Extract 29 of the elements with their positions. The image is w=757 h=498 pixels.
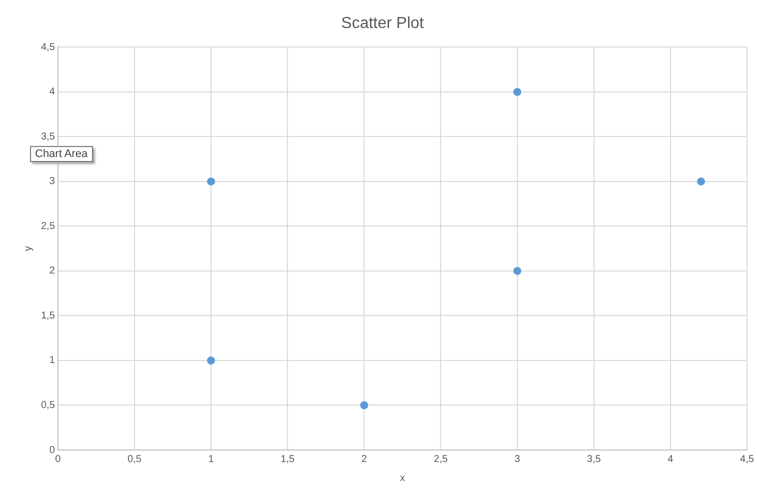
y-tick-label: 4	[49, 86, 56, 98]
x-tick-label: 1,5	[280, 454, 295, 465]
y-tick-label: 0	[49, 444, 56, 456]
y-tick-label: 1,5	[40, 310, 56, 322]
y-tick-label: 2	[49, 266, 56, 277]
x-tick-label: 0,5	[128, 454, 142, 465]
annotation: Chart Area	[30, 146, 93, 162]
x-tick-label: 3	[514, 454, 521, 465]
y-tick-label: 2,5	[40, 220, 56, 232]
y-tick-label: 3,5	[40, 131, 56, 142]
x-tick-label: 1	[208, 454, 214, 465]
x-axis-title: x	[400, 472, 405, 484]
point	[360, 401, 368, 410]
point	[697, 177, 706, 186]
point	[513, 88, 522, 96]
x-tick-label: 3,5	[586, 454, 602, 465]
y-tick-label: 4,5	[40, 42, 56, 53]
point	[207, 356, 216, 364]
x-tick-label: 2,5	[434, 454, 448, 465]
x-tick-label: 2	[361, 454, 368, 465]
y-tick-label: 3	[49, 176, 56, 188]
point	[513, 266, 522, 275]
y-tick-label: 0,5	[40, 400, 56, 411]
y-tick-label: 1	[49, 355, 56, 366]
x-tick-label: 4	[668, 454, 674, 465]
y-axis-title: y	[22, 246, 34, 252]
chart-title: Scatter Plot	[341, 15, 424, 32]
x-tick-label: 4,5	[740, 454, 754, 465]
point	[207, 177, 216, 186]
